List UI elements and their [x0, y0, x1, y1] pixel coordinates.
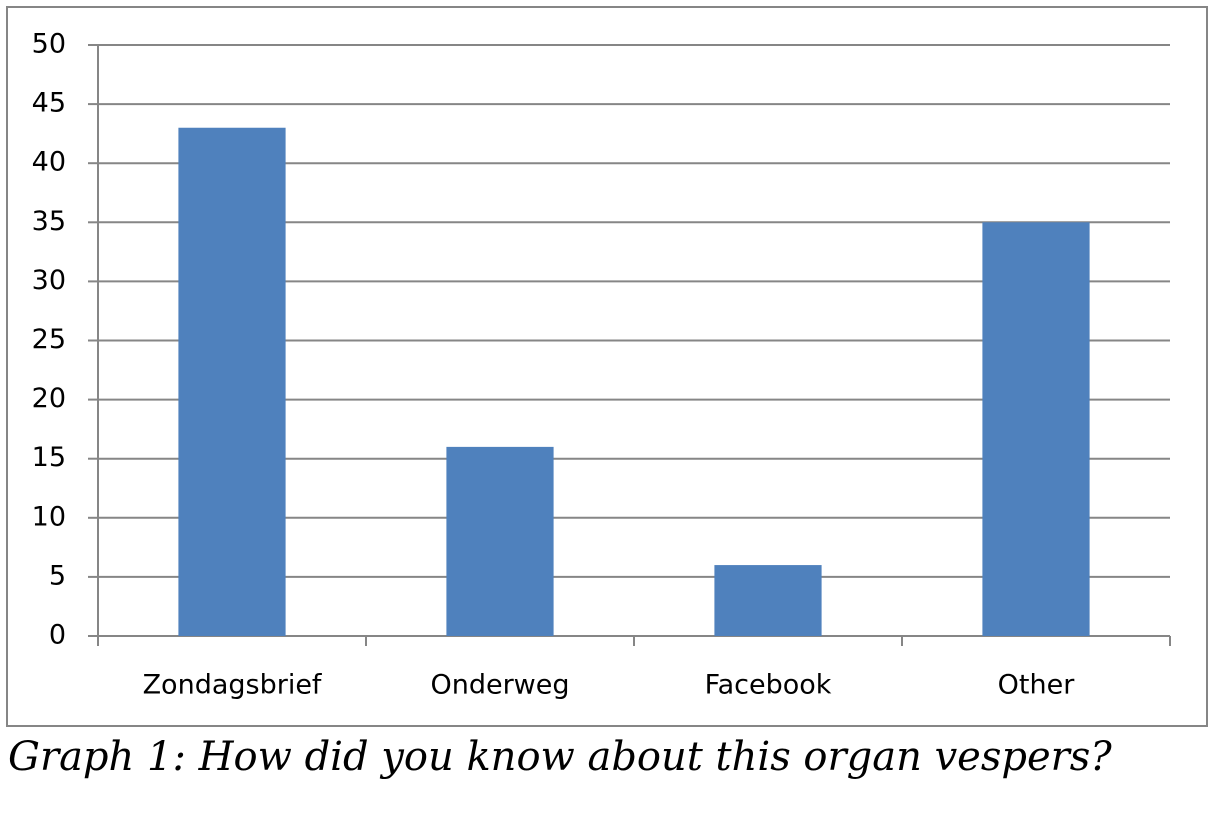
- x-tick-label: Zondagsbrief: [143, 670, 323, 701]
- y-tick-label: 45: [32, 88, 66, 119]
- bar: [178, 127, 286, 637]
- y-tick-label: 15: [32, 442, 66, 473]
- x-tick-label: Facebook: [705, 670, 832, 701]
- y-tick-label: 0: [49, 620, 66, 651]
- bar: [982, 222, 1090, 637]
- chart-border: [6, 6, 1208, 727]
- y-tick-label: 35: [32, 206, 66, 237]
- x-tick-label: Onderweg: [430, 670, 569, 701]
- y-tick-label: 5: [49, 560, 66, 591]
- y-tick-label: 20: [32, 383, 66, 414]
- caption: Graph 1: How did you know about this org…: [8, 734, 1112, 780]
- y-tick-label: 30: [32, 265, 66, 296]
- bar: [714, 565, 822, 636]
- y-tick-label: 10: [32, 501, 66, 532]
- y-tick-label: 40: [32, 147, 66, 178]
- y-tick-label: 50: [32, 29, 66, 60]
- x-tick-label: Other: [998, 670, 1076, 701]
- bar: [446, 446, 554, 636]
- y-tick-label: 25: [32, 324, 66, 355]
